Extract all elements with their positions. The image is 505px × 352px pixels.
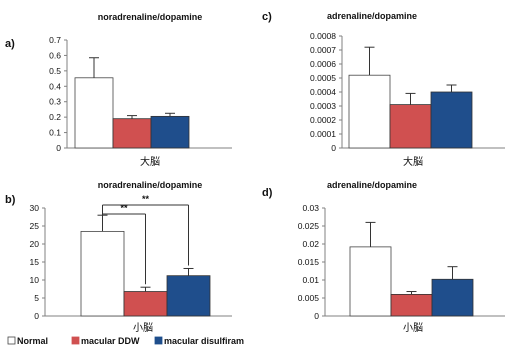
bar-disulfiram <box>431 278 474 317</box>
y-tick-label: 0.0007 <box>310 45 336 55</box>
y-tick-label: 0.7 <box>49 35 61 45</box>
legend-swatch-disulfiram <box>154 336 163 345</box>
bar-disulfiram <box>150 115 190 149</box>
x-category-label: 小脳 <box>403 322 423 334</box>
x-category-label: 大脳 <box>140 155 160 168</box>
y-tick-label: 25 <box>30 221 40 231</box>
y-tick-label: 15 <box>30 257 40 267</box>
panel-label: d) <box>262 187 273 199</box>
legend-label-ddw: macular DDW <box>81 336 140 346</box>
legend-swatch-ddw <box>71 336 80 345</box>
y-tick-label: 5 <box>34 293 39 303</box>
significance-label: ** <box>120 203 128 213</box>
y-tick-label: 0.02 <box>302 239 319 249</box>
bar-normal <box>74 77 114 149</box>
y-tick-label: 0.6 <box>49 50 61 60</box>
y-tick-label: 0.0006 <box>310 59 336 69</box>
y-tick-label: 0.01 <box>302 275 319 285</box>
bar-ddw <box>390 293 433 317</box>
bar-ddw <box>112 118 152 149</box>
y-tick-label: 0.0003 <box>310 101 336 111</box>
y-tick-label: 0.0001 <box>310 129 336 139</box>
y-tick-label: 0.015 <box>298 257 320 267</box>
y-tick-label: 20 <box>30 239 40 249</box>
y-tick-label: 0 <box>314 311 319 321</box>
y-tick-label: 0.0008 <box>310 31 336 41</box>
y-tick-label: 30 <box>30 203 40 213</box>
y-tick-label: 0.5 <box>49 66 61 76</box>
bar-disulfiram <box>166 275 211 317</box>
y-tick-label: 0.005 <box>298 293 320 303</box>
y-tick-label: 0.2 <box>49 112 61 122</box>
y-tick-label: 0.3 <box>49 97 61 107</box>
y-tick-label: 0.025 <box>298 221 320 231</box>
y-tick-label: 0.0004 <box>310 87 336 97</box>
bar-normal <box>348 74 391 149</box>
y-tick-label: 0.1 <box>49 128 61 138</box>
y-tick-label: 0.0002 <box>310 115 336 125</box>
significance-label: ** <box>142 194 150 204</box>
legend-swatch-normal <box>7 336 16 345</box>
legend-label-disulfiram: macular disulfiram <box>164 336 244 346</box>
y-tick-label: 0 <box>56 143 61 153</box>
panel-label: c) <box>262 11 272 23</box>
bar-ddw <box>389 104 432 149</box>
legend-label-normal: Normal <box>17 336 48 346</box>
panel-label: b) <box>5 194 16 206</box>
x-category-label: 小脳 <box>133 322 153 334</box>
chart-title: noradrenaline/dopamine <box>98 180 203 190</box>
y-tick-label: 0.4 <box>49 81 61 91</box>
chart-title: noradrenaline/dopamine <box>98 12 203 22</box>
bar-disulfiram <box>430 91 473 149</box>
y-tick-label: 0 <box>331 143 336 153</box>
y-tick-label: 0 <box>34 311 39 321</box>
panel-label: a) <box>5 38 15 50</box>
y-tick-label: 0.03 <box>302 203 319 213</box>
x-category-label: 大脳 <box>403 155 423 168</box>
chart-title: adrenaline/dopamine <box>327 180 417 190</box>
chart-title: adrenaline/dopamine <box>327 11 417 21</box>
bar-normal <box>349 246 392 317</box>
y-tick-label: 0.0005 <box>310 73 336 83</box>
bar-ddw <box>123 291 168 317</box>
bar-normal <box>80 230 125 317</box>
y-tick-label: 10 <box>30 275 40 285</box>
